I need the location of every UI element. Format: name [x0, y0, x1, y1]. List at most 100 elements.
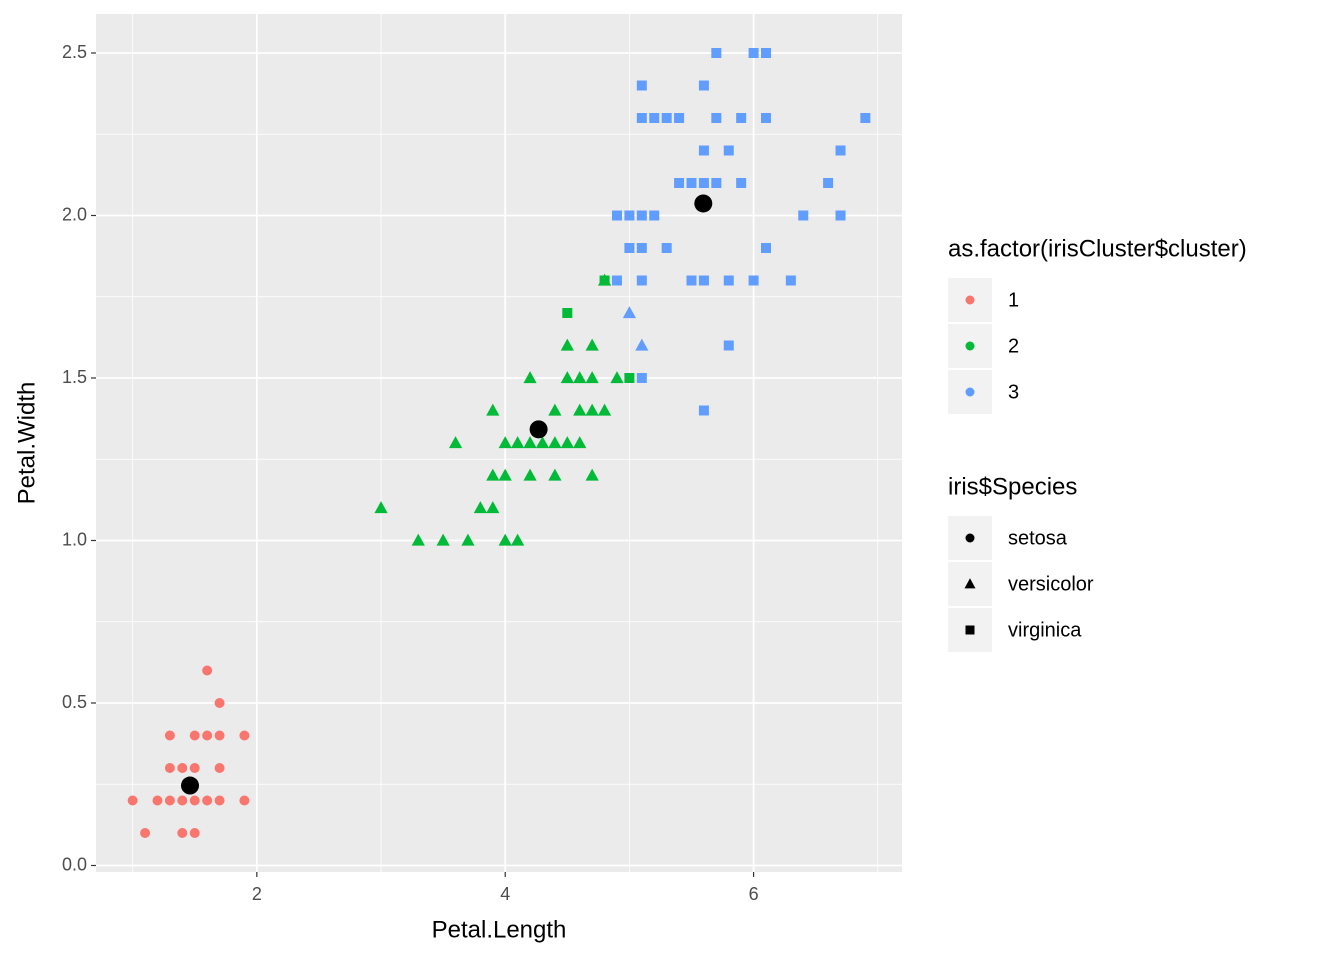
y-tick-label: 2.5 — [62, 42, 87, 62]
point — [214, 795, 225, 806]
point — [761, 48, 772, 58]
point — [611, 210, 622, 221]
point — [723, 340, 734, 351]
point — [473, 501, 487, 514]
point — [239, 795, 250, 806]
point — [761, 113, 772, 123]
point — [202, 795, 213, 806]
point — [823, 178, 834, 188]
point — [214, 763, 225, 773]
point — [189, 730, 200, 741]
point — [511, 533, 525, 546]
point — [599, 275, 610, 286]
point — [698, 275, 709, 286]
point — [698, 80, 709, 91]
legend-label: setosa — [1008, 527, 1068, 549]
legend-label: versicolor — [1008, 573, 1094, 595]
point — [548, 436, 562, 449]
point — [486, 403, 500, 416]
point — [486, 501, 500, 514]
y-tick-label: 1.5 — [62, 367, 87, 387]
point — [448, 436, 463, 449]
point — [239, 730, 250, 741]
point — [624, 243, 635, 253]
point — [649, 113, 660, 123]
legend-label: 3 — [1008, 381, 1019, 403]
point — [523, 436, 537, 449]
legend-label: 1 — [1008, 289, 1019, 311]
legend-key — [965, 533, 975, 543]
point — [529, 420, 548, 439]
point — [636, 80, 647, 91]
point — [189, 795, 200, 806]
point — [164, 763, 175, 773]
point — [611, 275, 622, 286]
point — [686, 178, 697, 188]
point — [761, 243, 772, 253]
point — [573, 371, 587, 384]
point — [711, 113, 722, 123]
point — [436, 533, 450, 546]
point — [177, 828, 188, 838]
point — [177, 795, 188, 806]
point — [835, 210, 846, 221]
point — [214, 730, 225, 741]
point — [723, 145, 734, 156]
point — [711, 48, 722, 58]
y-tick-label: 2.0 — [62, 204, 87, 224]
x-tick-label: 6 — [749, 884, 759, 904]
point — [748, 48, 759, 58]
point — [624, 373, 635, 383]
point — [624, 210, 635, 221]
point — [585, 371, 599, 384]
point — [486, 468, 500, 481]
point — [140, 828, 151, 838]
point — [711, 178, 722, 188]
point — [498, 533, 512, 546]
point — [152, 795, 163, 806]
point — [560, 436, 574, 449]
point — [164, 730, 175, 741]
point — [585, 338, 599, 351]
point — [785, 275, 796, 286]
point — [189, 828, 200, 838]
point — [674, 178, 685, 188]
point — [661, 243, 672, 253]
point — [562, 308, 573, 318]
y-tick-label: 0.5 — [62, 692, 87, 712]
legend-key — [965, 625, 975, 635]
point — [177, 763, 188, 773]
point — [560, 371, 574, 384]
y-tick-label: 1.0 — [62, 529, 87, 549]
point — [860, 113, 871, 123]
point — [635, 338, 649, 351]
point — [748, 275, 759, 286]
point — [411, 533, 425, 546]
point — [723, 275, 734, 286]
point — [498, 468, 512, 481]
point — [597, 403, 612, 416]
point — [636, 373, 647, 383]
point — [585, 403, 599, 416]
point — [523, 468, 537, 481]
point — [835, 145, 846, 156]
point — [736, 178, 747, 188]
point — [698, 145, 709, 156]
point — [511, 436, 525, 449]
point — [181, 776, 200, 795]
point — [127, 795, 138, 806]
point — [523, 371, 537, 384]
y-tick-label: 0.0 — [62, 854, 87, 874]
point — [649, 210, 660, 221]
legend-key — [964, 578, 976, 589]
point — [164, 795, 175, 806]
point — [214, 698, 225, 708]
point — [636, 275, 647, 286]
point — [636, 243, 647, 253]
point — [560, 338, 574, 351]
panel — [96, 14, 902, 872]
point — [585, 468, 599, 481]
point — [202, 665, 213, 676]
legend-key — [965, 341, 975, 351]
